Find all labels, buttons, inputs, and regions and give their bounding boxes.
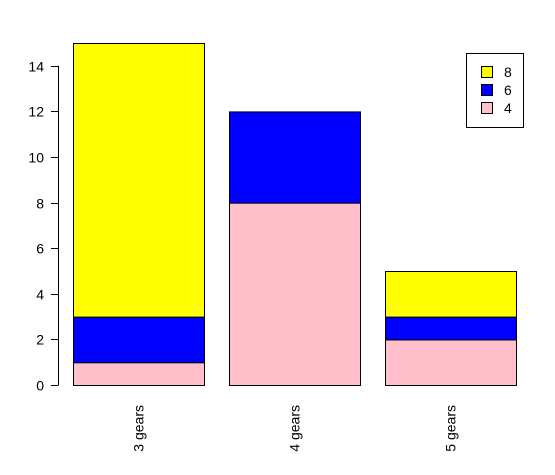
bar-segment-5-gears-series-6 (385, 316, 517, 341)
bar-segment-4-gears-series-6 (229, 111, 361, 204)
legend-label-8: 8 (504, 64, 512, 80)
y-tick-label: 6 (36, 241, 44, 257)
y-tick-label: 0 (36, 378, 44, 394)
y-tick-label: 10 (28, 150, 44, 166)
bar-segment-4-gears-series-4 (229, 202, 361, 386)
bar-segment-3-gears-series-6 (73, 316, 205, 364)
bar-segment-5-gears-series-8 (385, 271, 517, 318)
y-tick-label: 4 (36, 287, 44, 303)
y-tick-label: 8 (36, 196, 44, 212)
x-category-label: 5 gears (443, 405, 459, 452)
bar-segment-3-gears-series-4 (73, 362, 205, 387)
legend-swatch-4 (481, 102, 493, 114)
y-tick-label: 2 (36, 332, 44, 348)
y-tick-label: 12 (28, 104, 44, 120)
legend-label-4: 4 (504, 100, 512, 116)
y-axis: 0 2 4 6 8 10 12 14 (28, 59, 59, 394)
bars-layer (73, 43, 517, 387)
y-tick-label: 14 (28, 59, 44, 75)
bar-segment-5-gears-series-4 (385, 339, 517, 386)
legend-swatch-6 (481, 84, 493, 96)
x-category-label: 3 gears (131, 405, 147, 452)
legend-box (466, 53, 524, 128)
legend-swatch-8 (481, 66, 493, 78)
legend: 8 6 4 (466, 53, 524, 128)
x-category-label: 4 gears (287, 405, 303, 452)
x-axis: 3 gears 4 gears 5 gears (131, 405, 459, 452)
bar-segment-3-gears-series-8 (73, 43, 205, 318)
legend-label-6: 6 (504, 82, 512, 98)
